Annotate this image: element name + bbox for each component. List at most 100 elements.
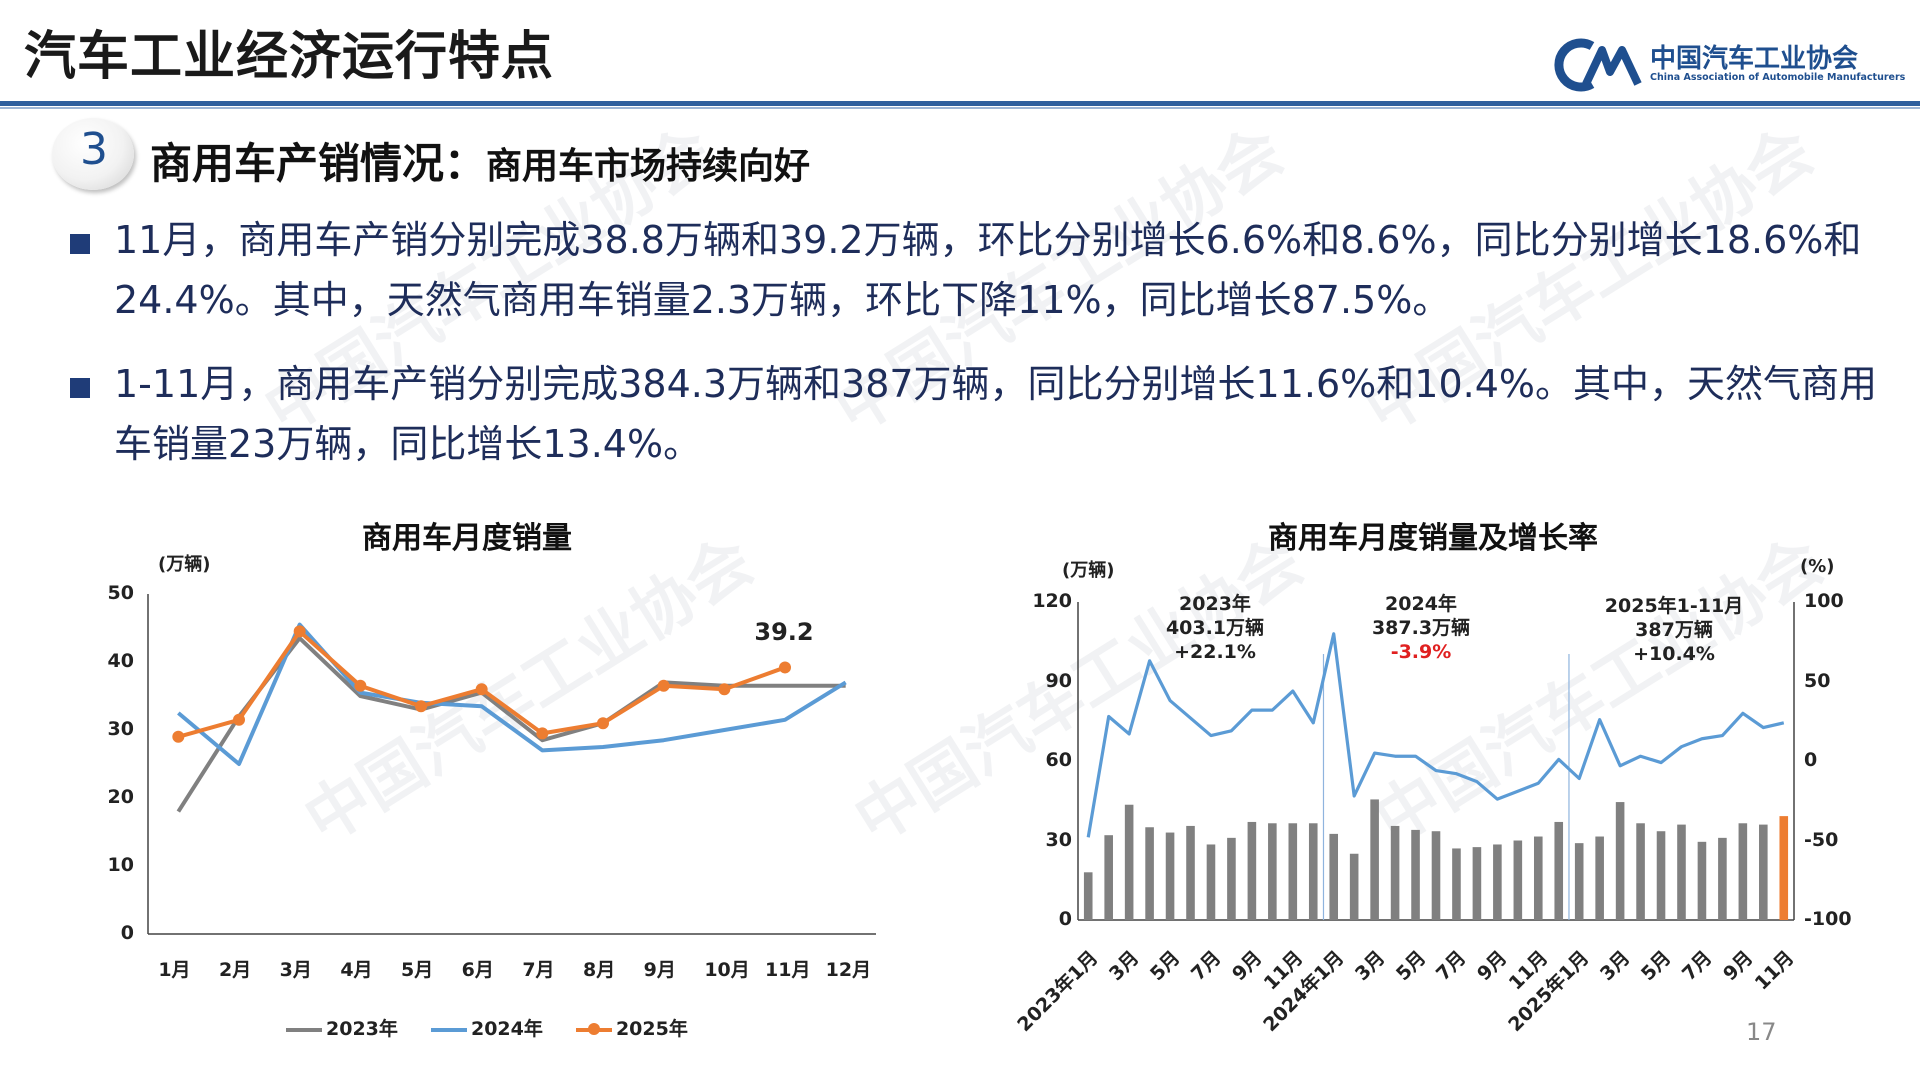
series-point-2025 <box>597 717 609 730</box>
left-y-tick-label: 60 <box>1045 749 1072 771</box>
bullet-square-icon <box>70 234 90 254</box>
bullet-square-icon <box>70 378 90 398</box>
y-tick-label: 40 <box>107 650 134 672</box>
x-tick-label: 7月 <box>1677 946 1717 986</box>
bar <box>1247 821 1257 920</box>
series-point-2025 <box>293 625 306 638</box>
right-chart-unit-left: (万辆) <box>1062 560 1115 581</box>
right-y-tick-label: -50 <box>1804 828 1839 851</box>
bullet-text: 1-11月，商用车产销分别完成384.3万辆和387万辆，同比分别增长11.6%… <box>114 362 1877 466</box>
logo-chinese-name: 中国汽车工业协会 <box>1650 44 1859 74</box>
legend-item-2025: 2025年 <box>575 1018 688 1040</box>
series-line-2024 <box>177 622 847 766</box>
left-y-tick-label: 90 <box>1045 669 1072 692</box>
annotation-2025: 2025年1-11月 387万辆 +10.4% <box>1604 595 1744 665</box>
bar <box>1370 799 1379 920</box>
header-divider-thin <box>0 107 1920 109</box>
bar <box>1759 824 1768 920</box>
x-tick-label: 5月 <box>1146 946 1185 986</box>
legend-item-2024: 2024年 <box>430 1018 543 1040</box>
y-tick-label: 50 <box>107 582 134 604</box>
series-point-2025 <box>415 700 427 713</box>
bar <box>1452 848 1461 920</box>
section-subtitle: 商用车市场持续向好 <box>486 146 811 187</box>
y-tick-label: 30 <box>107 718 134 740</box>
annotation-2023: 2023年 403.1万辆 +22.1% <box>1165 593 1265 663</box>
x-tick-label: 7月 <box>1432 946 1471 986</box>
right-y-tick-label: 0 <box>1804 749 1818 771</box>
bar <box>1206 844 1216 920</box>
left-y-tick-label: 120 <box>1032 590 1072 612</box>
bar <box>1165 832 1175 920</box>
bar <box>1186 825 1195 920</box>
right-y-tick-label: 100 <box>1804 590 1844 612</box>
bullet-text: 11月，商用车产销分别完成38.8万辆和39.2万辆，环比分别增长6.6%和8.… <box>114 218 1862 322</box>
series-point-2025 <box>233 713 245 726</box>
bar <box>1636 823 1645 920</box>
right-y-tick-label: -100 <box>1804 908 1852 930</box>
x-tick-label: 7月 <box>1187 946 1226 986</box>
x-tick-label: 2023年1月 <box>1013 946 1103 1037</box>
monthly-sales-line-chart <box>147 594 876 935</box>
bar <box>1390 825 1400 920</box>
x-tick-label: 3月 <box>279 959 312 981</box>
y-tick-label: 0 <box>120 922 134 944</box>
bar <box>1574 843 1584 920</box>
page-number: 17 <box>1746 1018 1777 1046</box>
bar <box>1493 844 1502 920</box>
bar <box>1288 823 1298 920</box>
header-divider <box>0 101 1920 106</box>
bar <box>1595 836 1604 920</box>
x-tick-label: 5月 <box>1391 946 1430 986</box>
series-point-2025 <box>718 683 731 696</box>
bar <box>1656 831 1666 920</box>
series-point-2025 <box>172 730 185 743</box>
growth-rate-line <box>1086 632 1785 838</box>
logo-english-name: China Association of Automobile Manufact… <box>1650 72 1906 83</box>
y-tick-label: 20 <box>107 786 134 808</box>
bar <box>1083 872 1093 920</box>
left-y-tick-label: 0 <box>1058 908 1072 930</box>
series-point-2025 <box>475 683 488 696</box>
left-y-tick-label: 30 <box>1045 828 1072 851</box>
bar-latest <box>1779 816 1789 920</box>
bar <box>1513 840 1523 920</box>
annotation-2024: 2024年 387.3万辆 -3.9% <box>1371 593 1471 663</box>
bar <box>1145 827 1154 920</box>
bar <box>1554 821 1564 920</box>
x-tick-label: 3月 <box>1596 946 1635 986</box>
chart-title-sales-and-growth: 商用车月度销量及增长率 <box>1268 521 1598 556</box>
bar <box>1738 823 1748 920</box>
series-point-2025 <box>779 661 791 674</box>
x-tick-label: 3月 <box>1105 946 1144 986</box>
x-tick-label: 10月 <box>704 959 750 981</box>
x-tick-label: 8月 <box>583 959 616 981</box>
section-title: 商用车产销情况：商用车市场持续向好 <box>150 130 810 191</box>
page-title: 汽车工业经济运行特点 <box>24 27 555 87</box>
bar <box>1268 823 1277 920</box>
bar <box>1411 829 1420 920</box>
x-tick-label: 11月 <box>765 959 811 981</box>
section-title-main: 商用车产销情况： <box>150 139 487 188</box>
right-chart-unit-right: (%) <box>1800 556 1835 577</box>
x-tick-label: 2月 <box>219 959 252 981</box>
left-chart-legend: 2023年 2024年 2025年 <box>286 1014 688 1041</box>
x-tick-label: 5月 <box>1637 946 1676 986</box>
left-chart-unit: (万辆) <box>158 554 211 575</box>
bar <box>1431 831 1441 920</box>
data-label-2025-nov: 39.2 <box>754 618 814 646</box>
chart-title-monthly-sales: 商用车月度销量 <box>362 521 572 556</box>
bar <box>1697 841 1707 920</box>
x-tick-label: 9月 <box>643 959 676 981</box>
x-tick-label: 6月 <box>461 959 494 981</box>
section-number-badge <box>52 118 134 190</box>
bar <box>1124 804 1134 920</box>
bar <box>1533 836 1543 920</box>
y-tick-label: 10 <box>107 854 134 876</box>
bar <box>1308 823 1318 920</box>
section-number: 3 <box>80 124 108 175</box>
legend-item-2023: 2023年 <box>286 1018 398 1040</box>
bar <box>1349 853 1359 920</box>
series-point-2025 <box>354 679 367 692</box>
x-tick-label: 3月 <box>1350 946 1390 986</box>
